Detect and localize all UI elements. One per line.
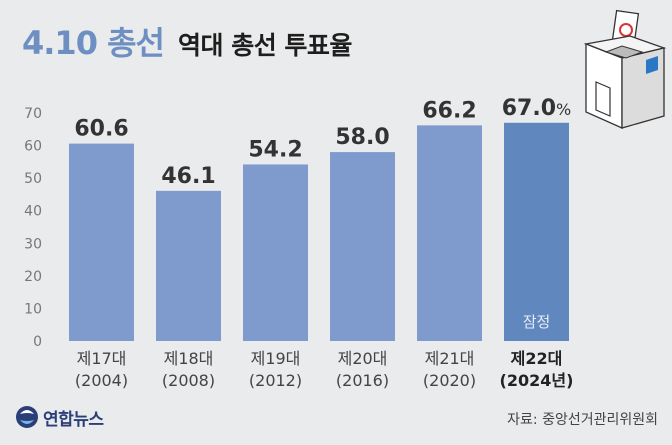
provisional-note: 잠정 [523,313,551,331]
x-tick-label: (2004) [75,371,128,390]
x-tick-label: (2012) [249,371,302,390]
bar [504,122,569,342]
x-tick-label: (2024년) [500,371,574,390]
x-tick-label: 제22대 [511,349,563,368]
x-tick-label: 제17대 [77,349,127,368]
source-note: 자료: 중앙선거관리위원회 [507,412,658,428]
bar [417,125,482,342]
bar-value-label: 67.0% [502,96,571,121]
chart-title: 4.10 총선 역대 총선 투표율 [22,18,352,62]
bar-value-label: 46.1 [161,164,215,189]
bar-value-label: 66.2 [422,98,476,123]
y-tick-label: 30 [24,236,42,252]
bar-value-unit: % [556,100,571,119]
x-tick-label: 제20대 [338,349,388,368]
bar [156,190,221,341]
y-tick-label: 50 [24,171,42,187]
bar-value-label: 58.0 [335,125,389,150]
y-tick-label: 60 [24,139,42,155]
y-tick-label: 0 [33,334,42,350]
x-tick-label: (2020) [423,371,476,390]
title-sub: 역대 총선 투표율 [177,31,352,60]
yonhap-logo: 연합뉴스 [14,404,104,430]
y-tick-label: 20 [24,269,42,285]
ballot-box-icon [583,9,667,130]
bar [243,164,308,341]
bars-group: 60.6 46.1 54.2 58.0 66.2 67.0% 잠정 [69,96,571,342]
y-tick-label: 40 [24,204,42,220]
bar [69,143,134,341]
y-axis: 0 10 20 30 40 50 60 70 [24,106,42,350]
x-tick-label: (2016) [336,371,389,390]
bar [330,152,395,341]
title-main: 4.10 총선 [22,24,165,62]
x-tick-label: 제19대 [251,349,301,368]
logo-text: 연합뉴스 [43,409,104,430]
y-tick-label: 10 [24,301,42,317]
x-axis: 제17대 (2004) 제18대 (2008) 제19대 (2012) 제20대 (2016)… [75,349,574,390]
y-tick-label: 70 [24,106,42,122]
bar-value-label: 60.6 [74,117,128,142]
yonhap-logo-icon [16,406,38,428]
x-tick-label: 제21대 [425,349,475,368]
bar-value-label: 54.2 [248,137,302,162]
x-tick-label: (2008) [162,371,215,390]
x-tick-label: 제18대 [164,349,214,368]
